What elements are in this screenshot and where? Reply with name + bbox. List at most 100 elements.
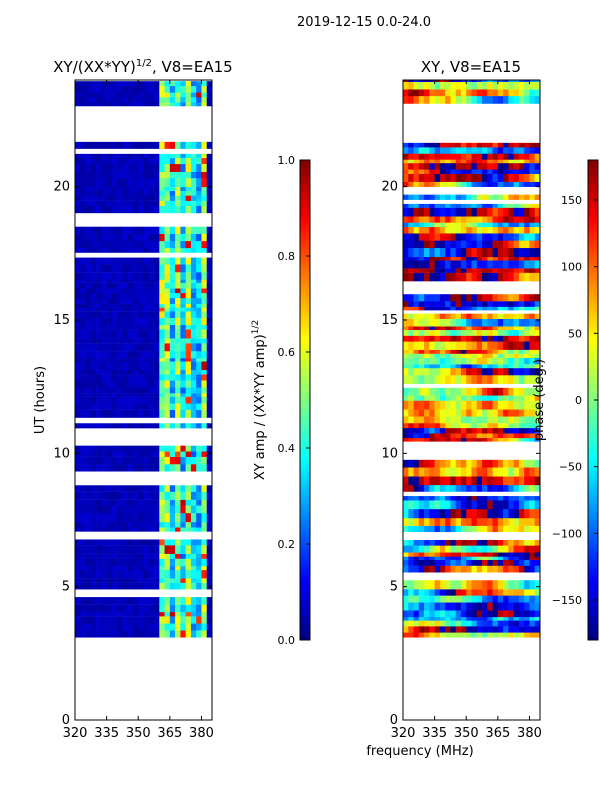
phase-cell bbox=[518, 207, 525, 217]
amplitude-cell bbox=[132, 195, 139, 201]
phase-cell bbox=[524, 500, 530, 510]
phase-cell bbox=[529, 335, 536, 342]
amplitude-cell bbox=[117, 369, 123, 375]
amplitude-cell bbox=[132, 380, 139, 388]
phase-cell bbox=[429, 616, 435, 621]
amplitude-cell bbox=[154, 545, 160, 554]
amplitude-cell bbox=[80, 324, 86, 330]
amplitude-cell bbox=[75, 630, 81, 638]
amplitude-cell bbox=[201, 338, 208, 344]
amplitude-cell bbox=[75, 423, 81, 429]
amplitude-cell bbox=[101, 190, 107, 196]
amplitude-cell bbox=[75, 81, 81, 87]
phase-cell bbox=[524, 375, 530, 384]
phase-cell bbox=[445, 153, 451, 160]
amplitude-panel: XY/(XX*YY)1/2, V8=EA15 UT (hours) 320 335… bbox=[33, 58, 233, 741]
phase-cell bbox=[492, 147, 499, 154]
phase-cell bbox=[450, 81, 456, 90]
amplitude-cell bbox=[90, 566, 97, 571]
amplitude-cell bbox=[196, 569, 202, 579]
phase-cell bbox=[487, 467, 493, 477]
amplitude-cell bbox=[122, 311, 128, 318]
phase-cell bbox=[403, 559, 409, 566]
amplitude-cell bbox=[154, 324, 160, 330]
phase-cell bbox=[445, 216, 451, 223]
amplitude-cell bbox=[180, 521, 186, 528]
phase-cell bbox=[450, 539, 456, 546]
amplitude-cell bbox=[96, 279, 102, 283]
phase-cell bbox=[476, 364, 483, 369]
phase-cell bbox=[450, 207, 456, 217]
phase-cell bbox=[408, 518, 414, 526]
phase-cell bbox=[439, 545, 446, 553]
phase-cell bbox=[466, 467, 472, 477]
amplitude-cell bbox=[164, 513, 171, 523]
amplitude-cell bbox=[85, 324, 92, 330]
amplitude-cell bbox=[106, 329, 113, 339]
phase-cell bbox=[487, 233, 493, 241]
phase-cell bbox=[445, 539, 451, 546]
phase-cell bbox=[403, 364, 409, 369]
phase-cell bbox=[445, 207, 451, 217]
phase-cell bbox=[418, 500, 425, 510]
phase-cell bbox=[524, 459, 530, 468]
phase-cell bbox=[466, 247, 472, 258]
amplitude-cell bbox=[175, 240, 181, 249]
phase-cell bbox=[487, 602, 493, 611]
amplitude-cell bbox=[138, 358, 144, 362]
phase-cell bbox=[482, 162, 488, 170]
phase-cell bbox=[482, 395, 488, 401]
amplitude-cell bbox=[175, 616, 181, 624]
phase-cell bbox=[503, 525, 509, 533]
amplitude-cell bbox=[154, 282, 160, 289]
phase-cell bbox=[418, 216, 425, 223]
amplitude-cell bbox=[185, 288, 192, 294]
amplitude-cell bbox=[132, 485, 139, 492]
amplitude-cell bbox=[127, 387, 134, 394]
phase-cell bbox=[460, 357, 467, 365]
phase-cell bbox=[534, 306, 540, 311]
phase-cell bbox=[445, 476, 451, 486]
phase-cell bbox=[503, 81, 509, 90]
phase-cell bbox=[471, 357, 478, 365]
amplitude-cell bbox=[175, 630, 181, 638]
amplitude-cell bbox=[185, 396, 192, 404]
amplitude-cell bbox=[85, 616, 92, 624]
phase-cell bbox=[413, 476, 420, 486]
amplitude-cell bbox=[111, 171, 118, 179]
amplitude-cell bbox=[185, 307, 192, 312]
phase-cell bbox=[471, 508, 478, 519]
phase-cell bbox=[429, 437, 435, 442]
phase-cell bbox=[482, 518, 488, 526]
amplitude-cell bbox=[122, 569, 128, 579]
amplitude-cell bbox=[196, 240, 202, 249]
phase-title: XY, V8=EA15 bbox=[421, 58, 521, 76]
phase-cell bbox=[424, 326, 430, 331]
amplitude-cell bbox=[175, 178, 181, 188]
phase-cell bbox=[455, 559, 462, 566]
phase-cell bbox=[434, 159, 441, 164]
amplitude-cell bbox=[90, 351, 97, 359]
amplitude-cell bbox=[85, 190, 92, 196]
amplitude-cell bbox=[117, 257, 123, 265]
phase-cell bbox=[434, 203, 441, 208]
phase-cell bbox=[460, 318, 467, 327]
phase-cell bbox=[497, 349, 504, 354]
amplitude-cell bbox=[206, 257, 212, 265]
amplitude-cell bbox=[138, 81, 144, 87]
phase-cell bbox=[529, 508, 536, 519]
phase-cell bbox=[487, 395, 493, 401]
amplitude-cell bbox=[127, 297, 134, 304]
phase-cell bbox=[524, 565, 530, 573]
phase-cell bbox=[466, 147, 472, 154]
amplitude-cell bbox=[122, 499, 128, 506]
amplitude-cell bbox=[154, 423, 160, 429]
phase-cell bbox=[413, 306, 420, 311]
phase-cell bbox=[518, 518, 525, 526]
phase-cell bbox=[408, 268, 414, 273]
phase-cell bbox=[471, 620, 478, 627]
phase-cell bbox=[408, 326, 414, 331]
phase-cell bbox=[413, 194, 420, 200]
phase-cell bbox=[476, 162, 483, 170]
phase-cell bbox=[497, 89, 504, 97]
